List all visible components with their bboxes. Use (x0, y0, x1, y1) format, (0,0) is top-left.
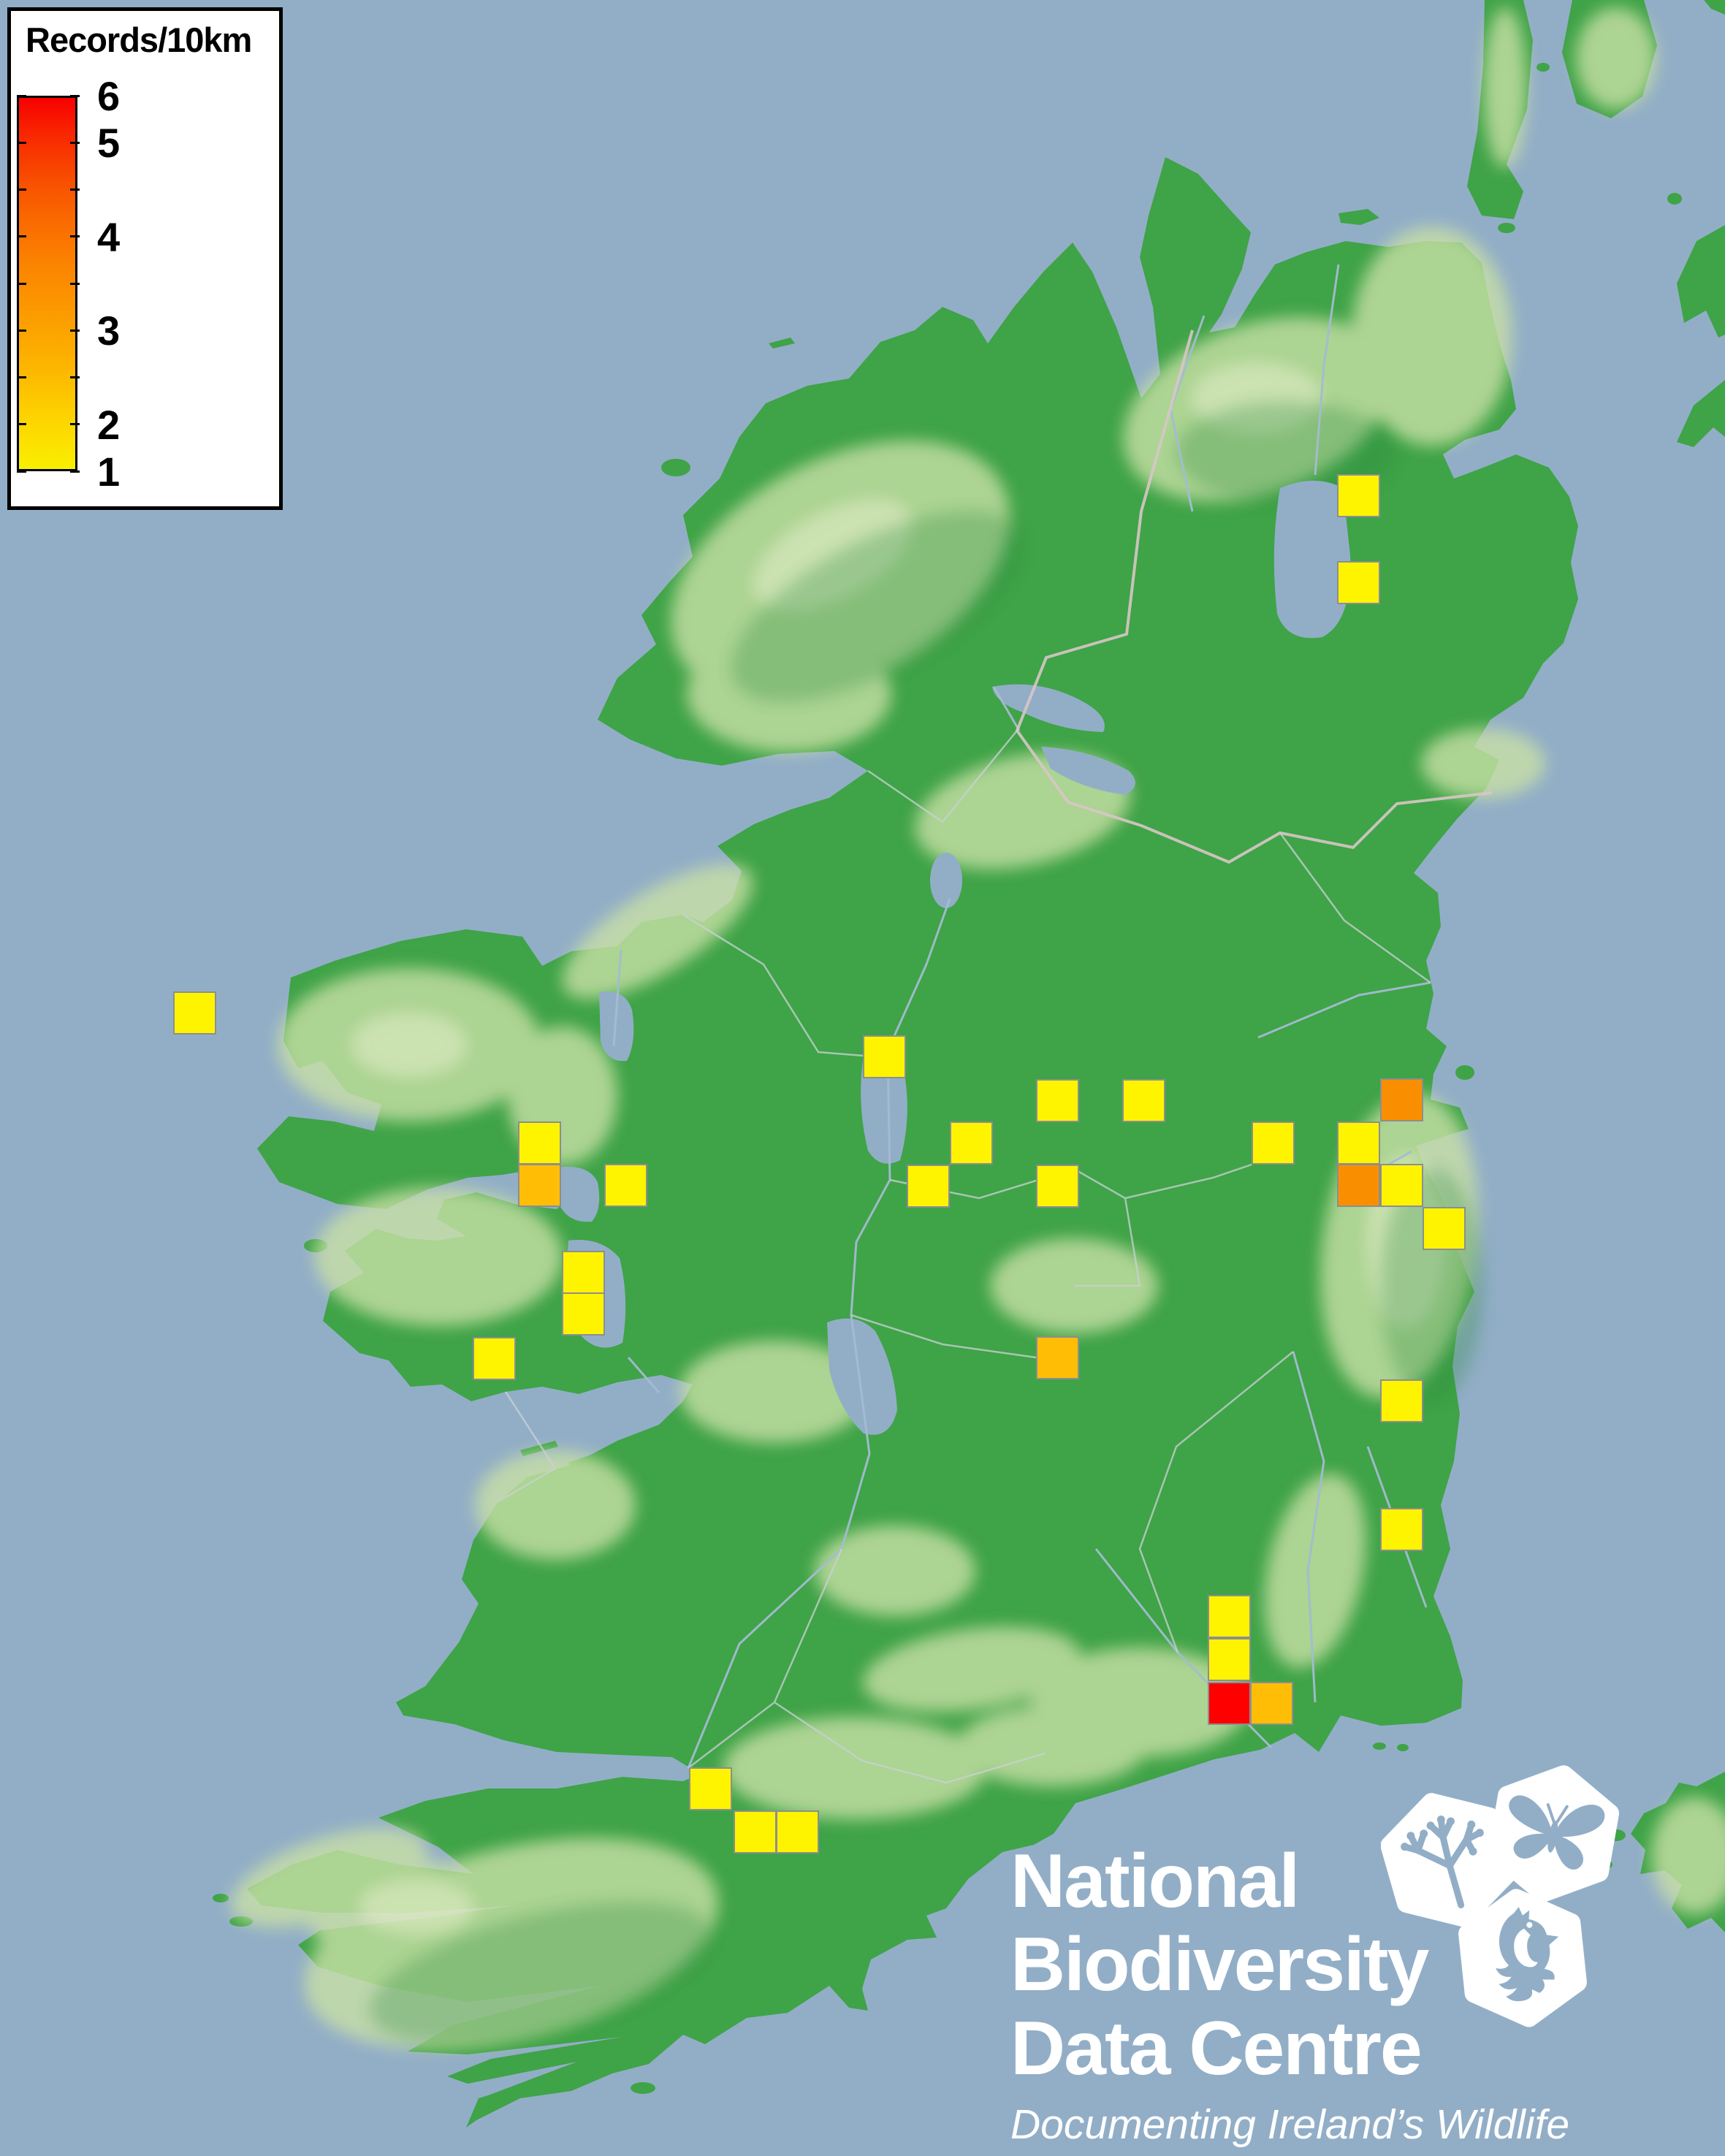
legend-tick (17, 329, 26, 332)
logo-line3: Data Centre (1010, 2005, 1423, 2091)
record-cell[interactable] (1337, 561, 1380, 604)
record-cell[interactable] (562, 1251, 605, 1294)
legend-tick-label: 6 (97, 73, 121, 119)
legend-tick-label: 5 (97, 120, 121, 167)
county-borders (498, 730, 1431, 1784)
legend-tick-label: 4 (97, 213, 121, 260)
legend-title: Records/10km (26, 20, 252, 59)
record-cell[interactable] (776, 1810, 819, 1854)
legend-tick (70, 141, 80, 144)
legend-tick (17, 188, 26, 191)
record-cell[interactable] (1423, 1207, 1466, 1250)
record-cell[interactable] (518, 1164, 561, 1207)
record-cell[interactable] (1036, 1165, 1079, 1208)
record-cell[interactable] (1337, 474, 1380, 517)
legend-tick (17, 376, 26, 378)
legend-tick (70, 423, 80, 426)
legend-tick (17, 423, 26, 426)
legend-tick (70, 470, 80, 473)
record-cell[interactable] (173, 991, 216, 1035)
record-cell[interactable] (1250, 1682, 1293, 1725)
record-cell[interactable] (1208, 1638, 1251, 1681)
record-cell[interactable] (1036, 1079, 1079, 1122)
nbdc-logo-text: National Biodiversity Data Centre Docume… (1010, 1840, 1569, 2148)
record-cell[interactable] (1380, 1078, 1423, 1121)
record-cell[interactable] (1208, 1682, 1251, 1725)
record-cell[interactable] (562, 1292, 605, 1336)
record-cell[interactable] (689, 1767, 732, 1810)
legend-tick (17, 141, 26, 144)
logo-line2: Biodiversity (1010, 1922, 1429, 2008)
legend-tick (17, 94, 26, 97)
record-cell[interactable] (907, 1165, 950, 1208)
legend-tick (70, 235, 80, 238)
record-cell[interactable] (1122, 1079, 1165, 1122)
record-cell[interactable] (1380, 1379, 1423, 1422)
legend-tick (17, 235, 26, 238)
record-cell[interactable] (950, 1121, 993, 1165)
legend-tick (17, 470, 26, 473)
record-cell[interactable] (518, 1121, 561, 1165)
record-cell[interactable] (1337, 1164, 1380, 1207)
record-cell[interactable] (1380, 1508, 1423, 1551)
logo-tagline: Documenting Ireland’s Wildlife (1010, 2101, 1570, 2149)
tree-icon (1381, 1793, 1516, 1927)
record-cell[interactable] (1208, 1595, 1251, 1638)
record-cell[interactable] (734, 1810, 777, 1854)
record-cell[interactable] (1036, 1336, 1079, 1379)
legend-tick (70, 282, 80, 285)
record-cell[interactable] (604, 1164, 647, 1207)
logo-line1: National (1010, 1839, 1300, 1924)
legend-tick (70, 94, 80, 97)
lakes (557, 481, 1351, 1435)
legend-tick-label: 2 (97, 401, 121, 448)
ni-border (1015, 330, 1493, 864)
seahorse-icon (1458, 1889, 1587, 2027)
legend-tick (17, 282, 26, 285)
record-cell[interactable] (1252, 1121, 1295, 1165)
legend-tick-label: 1 (97, 449, 121, 495)
legend-tick (70, 376, 80, 378)
legend-tick (70, 188, 80, 191)
legend-tick (70, 329, 80, 332)
record-cell[interactable] (1380, 1164, 1423, 1207)
record-cell[interactable] (863, 1035, 906, 1078)
record-cell[interactable] (473, 1337, 516, 1380)
butterfly-icon (1487, 1765, 1620, 1902)
nbdc-logo-emblem (1381, 1765, 1620, 2027)
legend-tick-label: 3 (97, 308, 121, 354)
record-cell[interactable] (1337, 1121, 1380, 1165)
